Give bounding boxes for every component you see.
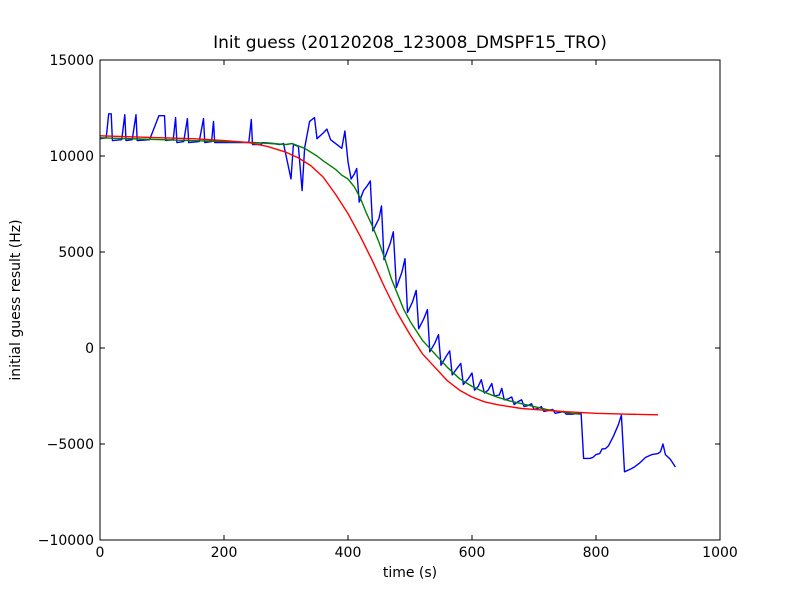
chart-title: Init guess (20120208_123008_DMSPF15_TRO) xyxy=(213,33,607,53)
series-layer xyxy=(99,113,676,473)
x-tick-label: 400 xyxy=(335,545,362,561)
x-axis-label: time (s) xyxy=(383,565,437,581)
y-axis-label: initial guess result (Hz) xyxy=(8,219,24,380)
plot-frame xyxy=(99,59,721,541)
x-tick-label: 1000 xyxy=(702,545,738,561)
series-line-2 xyxy=(99,137,581,415)
y-tick-label: 5000 xyxy=(58,245,94,261)
x-tick-label: 800 xyxy=(583,545,610,561)
y-tick-label: 0 xyxy=(85,341,94,357)
plot-area xyxy=(100,60,720,540)
y-tick-label: 10000 xyxy=(49,149,94,165)
y-tick-label: −5000 xyxy=(47,437,94,453)
tick-layer: 0 200 400 600 800 1000 −10000 −5000 0 5000 10000 15… xyxy=(38,53,738,561)
series-line-3 xyxy=(99,135,659,416)
y-tick-label: −10000 xyxy=(38,533,94,549)
x-tick-label: 200 xyxy=(211,545,238,561)
y-tick-label: 15000 xyxy=(49,53,94,69)
series-line-1 xyxy=(99,113,676,473)
x-tick-label: 0 xyxy=(96,545,105,561)
x-tick-label: 600 xyxy=(459,545,486,561)
